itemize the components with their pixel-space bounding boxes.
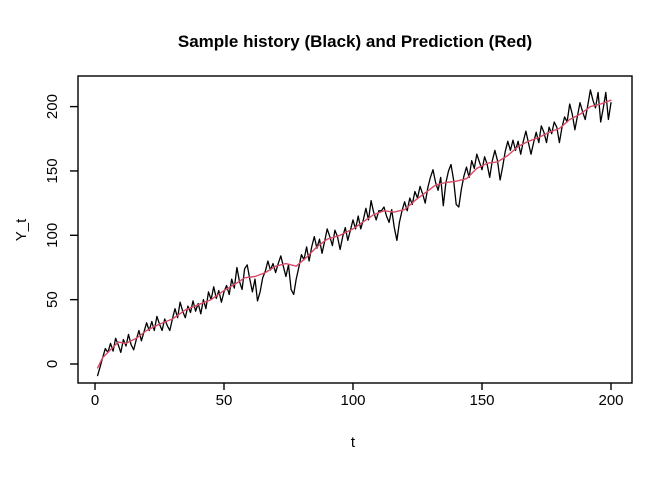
y-axis: 0 50 100 150 200: [44, 94, 78, 368]
y-tick-label: 100: [44, 223, 61, 248]
y-tick-label: 0: [44, 360, 61, 368]
x-axis-title: t: [351, 434, 356, 451]
y-tick-label: 50: [44, 291, 61, 308]
y-axis-title: Y_t: [13, 218, 30, 241]
x-tick-label: 150: [469, 392, 494, 409]
x-axis: 0 50 100 150 200: [91, 383, 624, 409]
x-tick-label: 200: [598, 392, 623, 409]
prediction-line: [96, 99, 612, 369]
x-tick-label: 50: [216, 392, 233, 409]
x-tick-label: 100: [340, 392, 365, 409]
y-tick-label: 150: [44, 158, 61, 183]
chart-title: Sample history (Black) and Prediction (R…: [178, 32, 532, 51]
plot-border: [77, 75, 633, 384]
x-tick-label: 0: [91, 392, 99, 409]
sample-history-line: [96, 89, 612, 377]
y-tick-label: 200: [44, 94, 61, 119]
